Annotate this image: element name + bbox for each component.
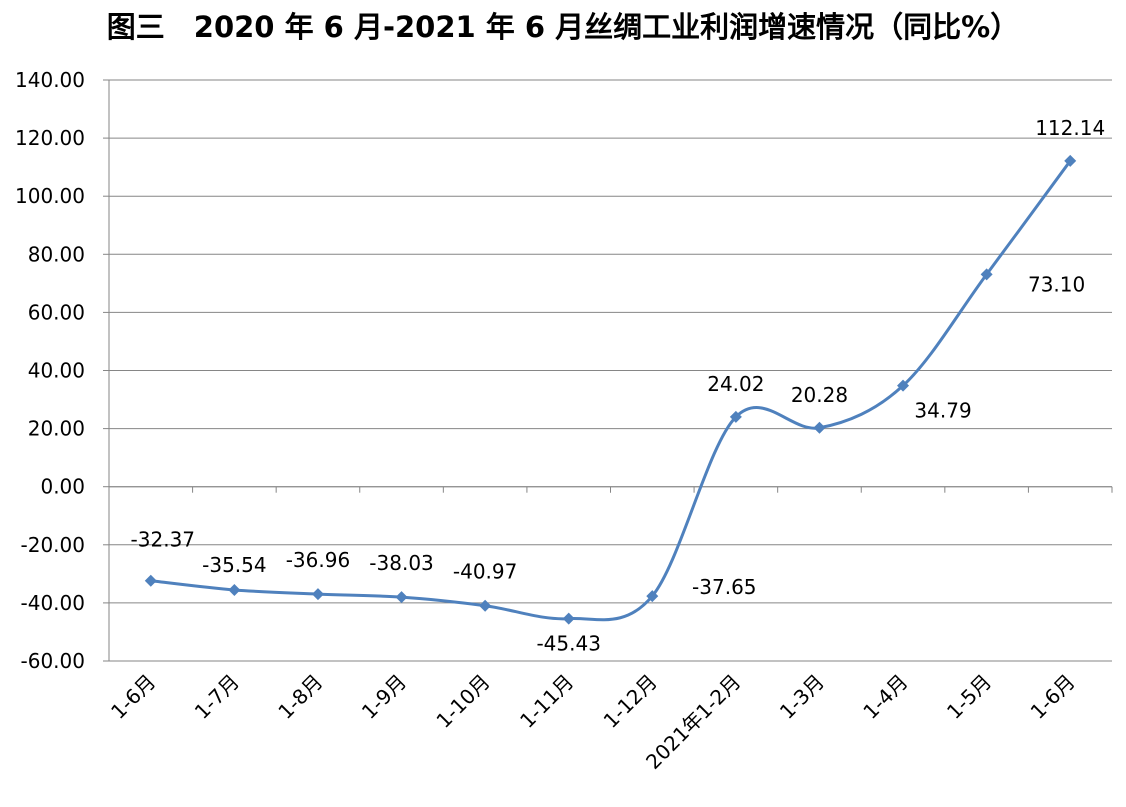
y-tick-label: 20.00 <box>28 417 85 441</box>
x-tick-label: 1-9月 <box>357 670 411 724</box>
data-point-marker <box>1064 154 1077 167</box>
data-point-marker <box>228 583 241 596</box>
data-label: -45.43 <box>536 632 600 656</box>
y-tick-label: 100.00 <box>15 184 85 208</box>
data-point-markers <box>144 154 1077 625</box>
data-point-marker <box>311 588 324 601</box>
data-label: -40.97 <box>453 560 517 584</box>
data-point-marker <box>729 410 742 423</box>
data-point-marker <box>144 574 157 587</box>
x-tick-label: 1-7月 <box>190 670 244 724</box>
y-tick-label: 140.00 <box>15 68 85 92</box>
x-tick-label: 1-6月 <box>1026 670 1080 724</box>
x-tick-label: 1-6月 <box>106 670 160 724</box>
data-label: 24.02 <box>707 372 764 396</box>
data-label: -37.65 <box>692 575 756 599</box>
chart-title: 图三 2020 年 6 月-2021 年 6 月丝绸工业利润增速情况（同比%） <box>106 10 1020 44</box>
y-tick-label: -20.00 <box>21 533 85 557</box>
y-tick-label: -60.00 <box>21 649 85 673</box>
data-label: 73.10 <box>1028 272 1085 296</box>
data-label: -32.37 <box>131 528 195 552</box>
data-point-marker <box>980 268 993 281</box>
data-point-marker <box>813 421 826 434</box>
data-labels: -32.37 -35.54 -36.96 -38.03 -40.97 -45.43 -37.… <box>131 116 1106 656</box>
y-tick-label: 0.00 <box>40 475 85 499</box>
data-label: 20.28 <box>791 383 848 407</box>
x-axis-tick-labels: 1-6月 1-7月 1-8月 1-9月 1-10月 1-11月 1-12月2021年1-2月… <box>106 670 1080 774</box>
y-tick-label: -40.00 <box>21 591 85 615</box>
data-label: -36.96 <box>286 548 350 572</box>
y-tick-label: 80.00 <box>28 242 85 266</box>
data-point-marker <box>479 599 492 612</box>
x-tick-label: 1-11月 <box>515 670 578 733</box>
x-tick-label: 1-5月 <box>942 670 996 724</box>
data-point-marker <box>897 379 910 392</box>
x-tick-label: 1-10月 <box>431 670 494 733</box>
x-tick-label: 1-8月 <box>273 670 327 724</box>
data-label: 34.79 <box>914 399 971 423</box>
data-label: -35.54 <box>202 553 266 577</box>
x-tick-label: 1-3月 <box>775 670 829 724</box>
data-point-marker <box>646 590 659 603</box>
x-tick-label: 1-4月 <box>858 670 912 724</box>
data-label: 112.14 <box>1035 116 1105 140</box>
y-axis-tick-labels: 140.00 120.00 100.00 80.00 60.00 40.00 20.00 0.… <box>15 68 85 673</box>
y-tick-label: 120.00 <box>15 126 85 150</box>
data-point-marker <box>395 591 408 604</box>
axes <box>103 79 1113 662</box>
x-tick-label: 1-12月 <box>599 670 662 733</box>
data-label: -38.03 <box>369 551 433 575</box>
y-tick-label: 40.00 <box>28 359 85 383</box>
y-tick-label: 60.00 <box>28 300 85 324</box>
data-point-marker <box>562 612 575 625</box>
